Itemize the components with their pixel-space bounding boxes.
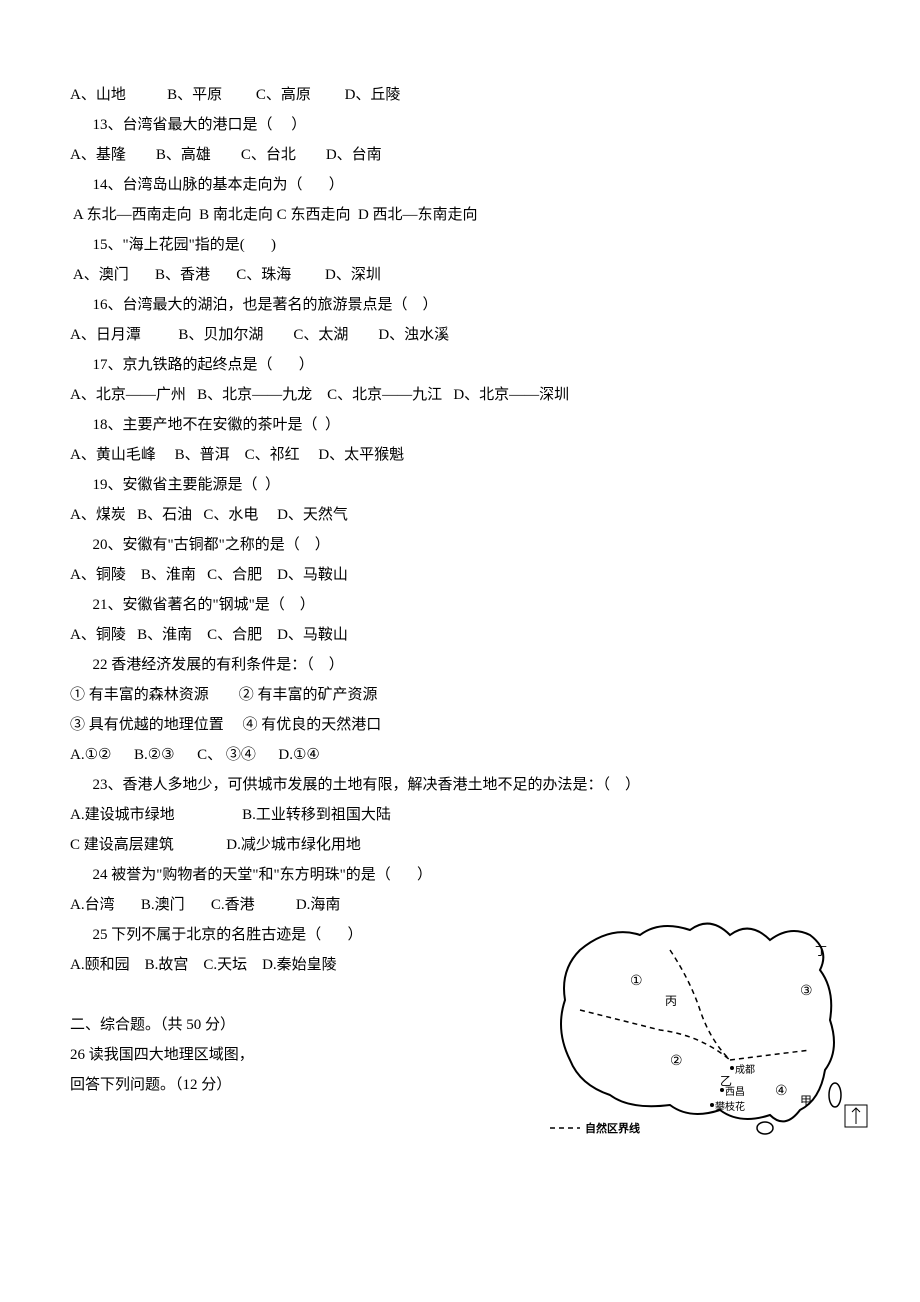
q18-options: A、黄山毛峰 B、普洱 C、祁红 D、太平猴魁 [70,440,850,470]
q16-text: 16、台湾最大的湖泊，也是著名的旅游景点是（ ） [70,290,850,320]
q14-text: 14、台湾岛山脉的基本走向为（ ） [70,170,850,200]
map-label-chengdu: 成都 [735,1064,755,1076]
map-label-ding: 丁 [815,944,827,958]
map-legend: 自然区界线 [585,1121,640,1135]
q20-text: 20、安徽有"古铜都"之称的是（ ） [70,530,850,560]
q22-sub2: ③ 具有优越的地理位置 ④ 有优良的天然港口 [70,710,850,740]
q15-options: A、澳门 B、香港 C、珠海 D、深圳 [70,260,850,290]
q22-sub1: ① 有丰富的森林资源 ② 有丰富的矿产资源 [70,680,850,710]
q23-options1: A.建设城市绿地 B.工业转移到祖国大陆 [70,800,850,830]
china-regions-map: ① ② ③ ④ 丙 丁 乙 甲 成都 西昌 攀枝花 自然区界线 [540,910,870,1140]
q14-options: A 东北—西南走向 B 南北走向 C 东西走向 D 西北—东南走向 [70,200,850,230]
q12-options: A、山地 B、平原 C、高原 D、丘陵 [70,80,850,110]
q17-text: 17、京九铁路的起终点是（ ） [70,350,850,380]
q23-options2: C 建设高层建筑 D.减少城市绿化用地 [70,830,850,860]
q21-options: A、铜陵 B、淮南 C、合肥 D、马鞍山 [70,620,850,650]
q20-options: A、铜陵 B、淮南 C、合肥 D、马鞍山 [70,560,850,590]
q17-options: A、北京——广州 B、北京——九龙 C、北京——九江 D、北京——深圳 [70,380,850,410]
q22-text: 22 香港经济发展的有利条件是：（ ） [70,650,850,680]
map-label-r2: ② [670,1054,683,1069]
q15-text: 15、"海上花园"指的是( ) [70,230,850,260]
china-map-figure: ① ② ③ ④ 丙 丁 乙 甲 成都 西昌 攀枝花 自然区界线 [540,910,870,1151]
q13-options: A、基隆 B、高雄 C、台北 D、台南 [70,140,850,170]
map-label-bing: 丙 [665,994,677,1008]
q22-options: A.①② B.②③ C、 ③④ D.①④ [70,740,850,770]
q24-text: 24 被誉为"购物者的天堂"和"东方明珠"的是（ ） [70,860,850,890]
map-label-r3: ③ [800,984,813,999]
q18-text: 18、主要产地不在安徽的茶叶是（ ） [70,410,850,440]
q21-text: 21、安徽省著名的"钢城"是（ ） [70,590,850,620]
map-label-panzhihua: 攀枝花 [715,1100,745,1113]
q19-text: 19、安徽省主要能源是（ ） [70,470,850,500]
map-label-yi: 乙 [720,1074,732,1088]
map-label-r1: ① [630,974,643,989]
q23-text: 23、香港人多地少，可供城市发展的土地有限，解决香港土地不足的办法是：（ ） [70,770,850,800]
map-label-xichang: 西昌 [725,1086,745,1098]
map-label-r4: ④ [775,1084,788,1099]
q16-options: A、日月潭 B、贝加尔湖 C、太湖 D、浊水溪 [70,320,850,350]
q19-options: A、煤炭 B、石油 C、水电 D、天然气 [70,500,850,530]
q13-text: 13、台湾省最大的港口是（ ） [70,110,850,140]
map-label-jia: 甲 [800,1094,812,1108]
